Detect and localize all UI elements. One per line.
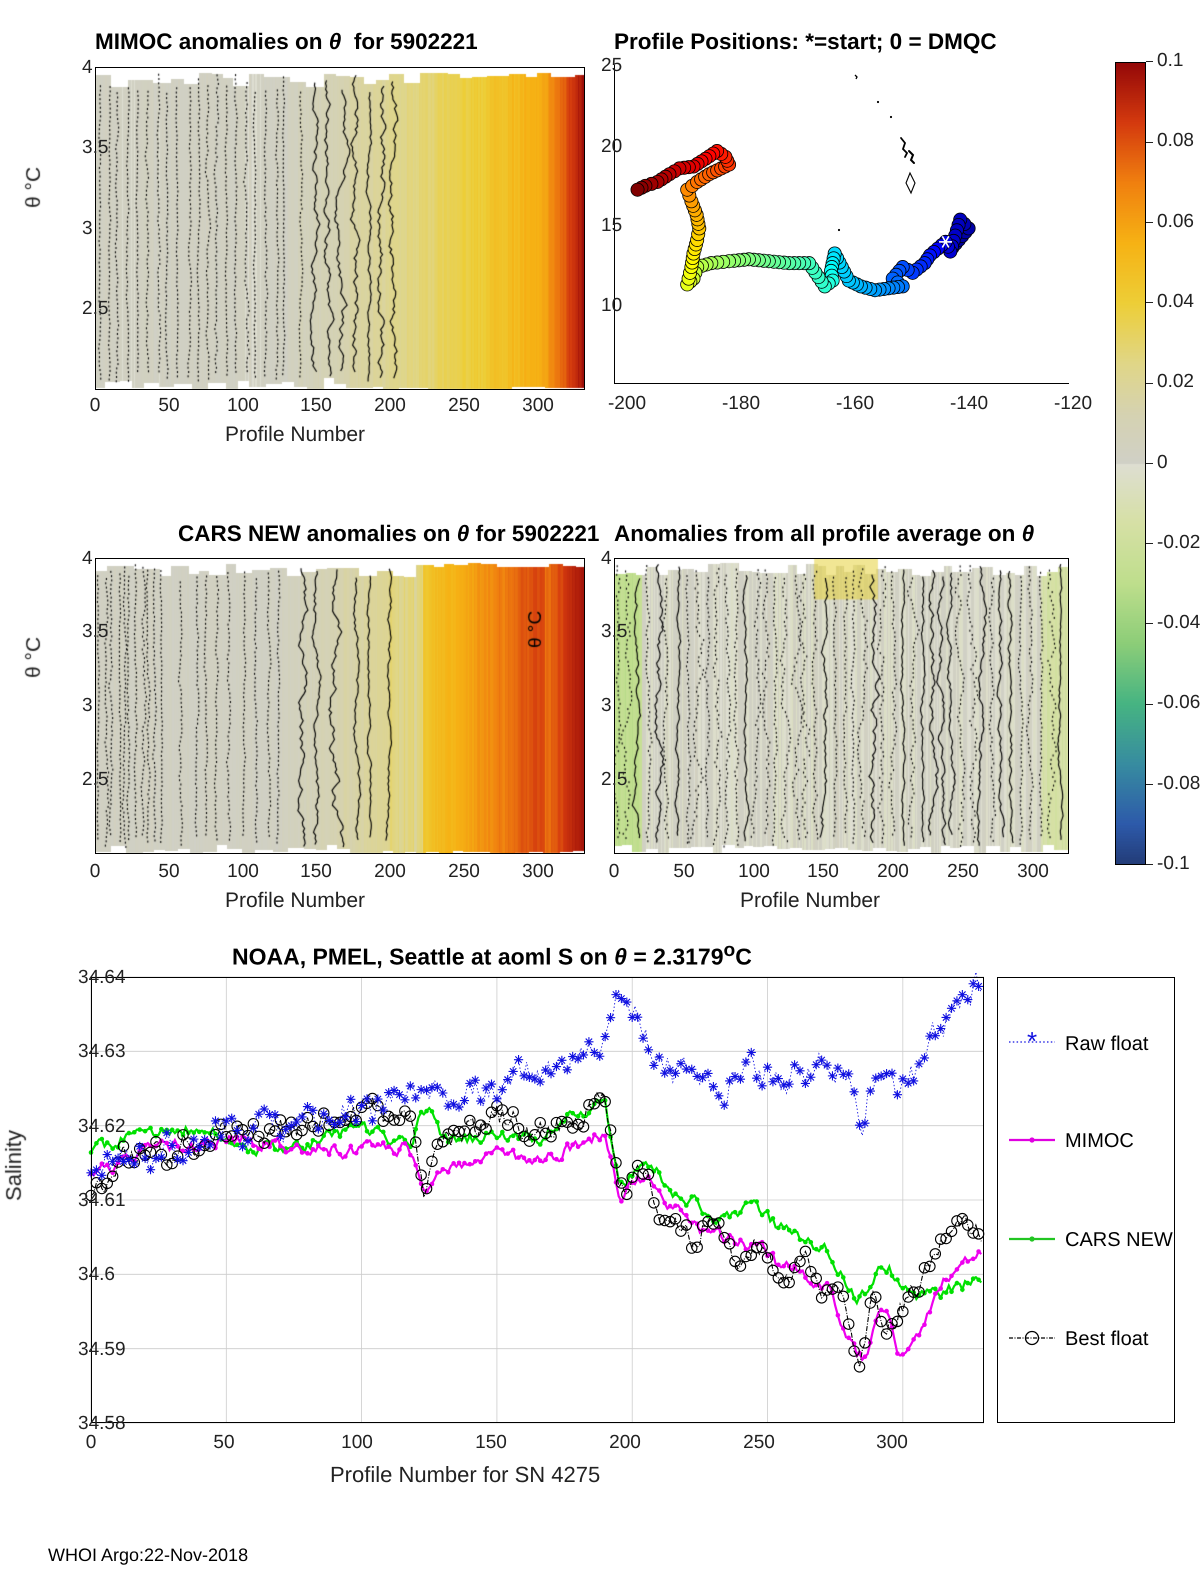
svg-text:MIMOC: MIMOC: [1065, 1130, 1134, 1152]
svg-text:Best float: Best float: [1065, 1328, 1149, 1350]
svg-text:Raw float: Raw float: [1065, 1033, 1149, 1055]
svg-text:CARS NEW: CARS NEW: [1065, 1229, 1173, 1251]
svg-text:*: *: [1027, 1026, 1037, 1056]
